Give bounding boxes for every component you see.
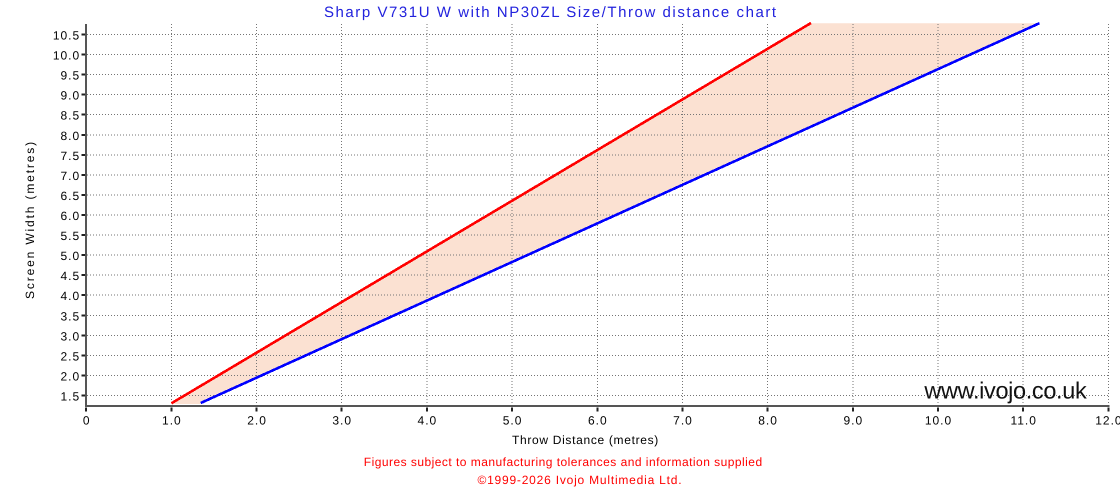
- svg-text:6.0: 6.0: [61, 209, 81, 223]
- svg-text:0: 0: [83, 414, 91, 428]
- svg-text:4.5: 4.5: [61, 269, 81, 283]
- svg-text:3.0: 3.0: [332, 414, 352, 428]
- svg-text:6.0: 6.0: [588, 414, 608, 428]
- svg-text:7.0: 7.0: [673, 414, 693, 428]
- svg-text:8.0: 8.0: [61, 129, 81, 143]
- svg-text:5.5: 5.5: [61, 229, 81, 243]
- svg-text:1.5: 1.5: [61, 390, 81, 404]
- svg-text:www.ivojo.co.uk: www.ivojo.co.uk: [923, 377, 1087, 403]
- svg-text:©1999-2026 Ivojo Multimedia Lt: ©1999-2026 Ivojo Multimedia Ltd.: [477, 473, 682, 487]
- svg-text:4.0: 4.0: [61, 289, 81, 303]
- svg-text:9.0: 9.0: [61, 89, 81, 103]
- svg-text:9.5: 9.5: [61, 69, 81, 83]
- svg-text:2.5: 2.5: [61, 349, 81, 363]
- svg-text:Sharp V731U W with NP30ZL Size: Sharp V731U W with NP30ZL Size/Throw dis…: [324, 4, 778, 21]
- svg-text:2.0: 2.0: [61, 369, 81, 383]
- svg-text:12.0: 12.0: [1095, 414, 1120, 428]
- svg-text:Screen Width (metres): Screen Width (metres): [23, 140, 37, 299]
- svg-text:10.5: 10.5: [53, 29, 80, 43]
- svg-text:2.0: 2.0: [247, 414, 267, 428]
- svg-text:5.0: 5.0: [503, 414, 523, 428]
- svg-text:7.5: 7.5: [61, 149, 81, 163]
- svg-text:10.0: 10.0: [925, 414, 952, 428]
- svg-text:3.5: 3.5: [61, 309, 81, 323]
- svg-text:4.0: 4.0: [418, 414, 438, 428]
- svg-text:5.0: 5.0: [61, 249, 81, 263]
- svg-text:1.0: 1.0: [162, 414, 182, 428]
- svg-text:11.0: 11.0: [1010, 414, 1036, 428]
- svg-text:8.5: 8.5: [61, 109, 81, 123]
- svg-text:Throw Distance (metres): Throw Distance (metres): [512, 433, 659, 447]
- svg-text:10.0: 10.0: [53, 49, 80, 63]
- svg-text:3.0: 3.0: [61, 329, 81, 343]
- svg-text:Figures subject to manufacturi: Figures subject to manufacturing toleran…: [364, 455, 763, 469]
- svg-text:6.5: 6.5: [61, 189, 81, 203]
- svg-text:7.0: 7.0: [61, 169, 81, 183]
- svg-text:9.0: 9.0: [843, 414, 863, 428]
- svg-text:8.0: 8.0: [758, 414, 778, 428]
